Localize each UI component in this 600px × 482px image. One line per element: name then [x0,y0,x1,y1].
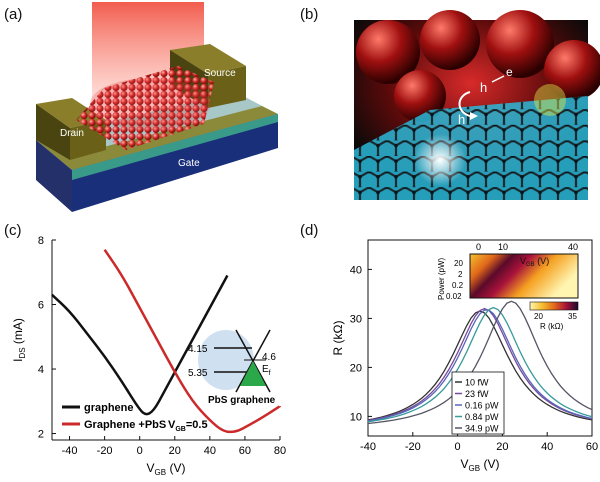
drain-label: Drain [60,128,84,139]
heatmap-inset: 0 10 40 VGB (V) 20 2 0.2 0.02 Power (pW)… [437,242,579,331]
y-tick-label: 40 [350,264,362,276]
arrow-head-icon [470,112,478,120]
legend-vgb: VGB=0.5 [168,419,208,433]
y-tick-label: 8 [38,235,44,247]
inset-x-tick: 10 [498,242,508,252]
dot-sphere [356,20,420,84]
source-label: Source [204,68,236,79]
y-axis-label: R (kΩ) [331,321,345,356]
x-tick-label: -20 [405,441,421,453]
gate-side [36,140,72,212]
colorbar-tick: 35 [568,312,577,321]
inset-caption: PbS graphene [208,395,276,406]
y-tick-label: 2 [38,429,44,441]
series-line-1 [367,307,593,422]
legend-entry: 10 fW [465,378,489,388]
x-tick-label: 40 [204,445,216,457]
x-tick-label: -20 [97,445,113,457]
series-line-3 [367,306,593,423]
x-axis-label: VGB (V) [147,461,186,477]
dot-sphere [420,10,480,70]
legend-entry: 23 fW [465,389,489,399]
x-tick-label: 40 [541,441,553,453]
inset-fermi: Ef [262,364,271,377]
panel-label-c: (c) [4,222,22,239]
drain-electrode-side [36,104,70,160]
colorbar-tick: 20 [534,312,543,321]
y-tick-label: 10 [350,411,362,423]
series-line-2 [367,309,593,422]
x-tick-label: -40 [360,441,376,453]
inset-x-tick: 0 [476,242,481,252]
gate-front [72,114,278,212]
legend-entry: 0.16 pW [465,401,499,411]
y-tick-label: 4 [38,364,44,376]
colorbar [529,301,579,311]
legend-graphene: graphene [84,402,134,414]
x-tick-label: -40 [62,445,78,457]
legend-entry: 0.84 pW [465,412,499,422]
inset-bubble [198,330,254,390]
source-electrode-front [208,66,246,108]
source-electrode-top [170,44,246,74]
electron-label: e [506,65,513,79]
y-tick-label: 30 [350,313,362,325]
gate-label: Gate [178,158,200,169]
series-line-4 [367,300,593,425]
x-tick-label: 80 [274,445,286,457]
dielectric-layer [72,114,278,180]
transfer-arrow [458,91,471,117]
dot-sphere [486,10,554,78]
inset-y-tick: 0.02 [446,292,462,301]
band-diagram-inset: 4.15 5.35 4.6 Ef PbS graphene [188,329,276,406]
light-spot [414,134,466,186]
plot-frame [367,239,593,437]
inset-x-tick: 40 [568,242,578,252]
colorbar-label: R (kΩ) [540,322,564,331]
inset-y-tick: 2 [458,270,463,279]
x-tick-label: 0 [455,441,461,453]
inset-x-label: VGB (V) [520,256,549,268]
inset-level-1: 4.15 [188,344,208,355]
inset-level-3: 4.6 [262,352,276,363]
inset-level-2: 5.35 [188,368,208,379]
inset-y-tick: 20 [454,259,463,268]
dot-sphere [544,40,600,100]
hole-label: h [458,112,465,127]
x-tick-label: 60 [586,441,598,453]
x-tick-label: 0 [137,445,143,457]
x-tick-label: 20 [169,445,181,457]
x-tick-label: 60 [239,445,251,457]
y-tick-label: 6 [38,300,44,312]
legend-pbs: Graphene +PbS [84,419,166,431]
series-line-0 [51,274,229,416]
dot-sphere [394,70,446,122]
series-line-1 [103,248,281,434]
filled-cone [240,361,266,386]
graphene-lattice [354,96,588,200]
heatmap [469,253,579,299]
x-axis-label: VGB (V) [461,457,500,473]
inset-y-tick: 0.2 [452,281,464,290]
y-tick-label: 20 [350,362,362,374]
green-glow [534,84,566,116]
panel-label-a: (a) [4,6,23,23]
y-axis-label: IDS (mA) [11,318,27,362]
panel-label-d: (d) [300,222,319,239]
inset-y-label: Power (pW) [437,257,446,300]
panel-label-b: (b) [300,6,319,23]
quantum-dot-array [76,66,214,150]
x-tick-label: 20 [496,441,508,453]
dot-glow [90,78,210,130]
hole-label-2: h [480,80,487,95]
transfer-line [491,75,505,83]
legend-entry: 34.9 pW [465,424,499,434]
